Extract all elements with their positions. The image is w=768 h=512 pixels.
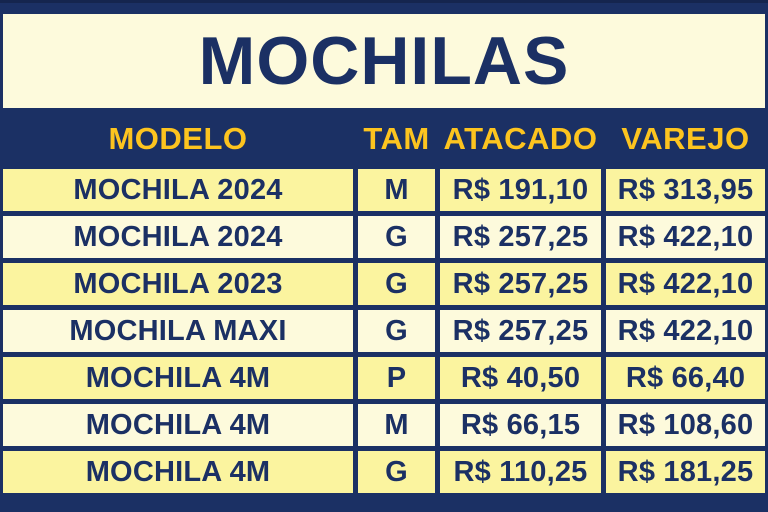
cell-atacado: R$ 257,25 (440, 263, 601, 305)
table-row: MOCHILA 2024 G R$ 257,25 R$ 422,10 (3, 216, 765, 258)
cell-varejo: R$ 422,10 (606, 310, 765, 352)
column-header-tam: TAM (363, 120, 430, 156)
cell-varejo: R$ 108,60 (606, 404, 765, 446)
cell-modelo: MOCHILA 2024 (3, 216, 353, 258)
table-row: MOCHILA MAXI G R$ 257,25 R$ 422,10 (3, 310, 765, 352)
table-row: MOCHILA 4M G R$ 110,25 R$ 181,25 (3, 451, 765, 493)
cell-varejo: R$ 181,25 (606, 451, 765, 493)
table-header: MODELO TAM ATACADO VAREJO (3, 108, 765, 169)
table-row: MOCHILA 2023 G R$ 257,25 R$ 422,10 (3, 263, 765, 305)
cell-atacado: R$ 257,25 (440, 310, 601, 352)
cell-tam: M (358, 169, 435, 211)
cell-tam: G (358, 310, 435, 352)
column-header-modelo: MODELO (108, 120, 248, 156)
table-row: MOCHILA 4M M R$ 66,15 R$ 108,60 (3, 404, 765, 446)
cell-modelo: MOCHILA 4M (3, 357, 353, 399)
cell-modelo: MOCHILA 4M (3, 451, 353, 493)
cell-varejo: R$ 313,95 (606, 169, 765, 211)
cell-atacado: R$ 110,25 (440, 451, 601, 493)
cell-tam: P (358, 357, 435, 399)
column-header-atacado: ATACADO (443, 120, 598, 156)
page-title: MOCHILAS (198, 23, 570, 99)
cell-tam: G (358, 216, 435, 258)
cell-atacado: R$ 66,15 (440, 404, 601, 446)
cell-varejo: R$ 66,40 (606, 357, 765, 399)
cell-modelo: MOCHILA 4M (3, 404, 353, 446)
title-band: MOCHILAS (3, 14, 765, 108)
cell-tam: G (358, 263, 435, 305)
cell-tam: M (358, 404, 435, 446)
cell-modelo: MOCHILA MAXI (3, 310, 353, 352)
table-row: MOCHILA 2024 M R$ 191,10 R$ 313,95 (3, 169, 765, 211)
cell-atacado: R$ 40,50 (440, 357, 601, 399)
cell-modelo: MOCHILA 2023 (3, 263, 353, 305)
cell-tam: G (358, 451, 435, 493)
cell-varejo: R$ 422,10 (606, 263, 765, 305)
cell-modelo: MOCHILA 2024 (3, 169, 353, 211)
table-row: MOCHILA 4M P R$ 40,50 R$ 66,40 (3, 357, 765, 399)
cell-atacado: R$ 191,10 (440, 169, 601, 211)
cell-atacado: R$ 257,25 (440, 216, 601, 258)
table-body: MOCHILA 2024 M R$ 191,10 R$ 313,95 MOCHI… (3, 169, 765, 493)
cell-varejo: R$ 422,10 (606, 216, 765, 258)
column-header-varejo: VAREJO (621, 120, 750, 156)
